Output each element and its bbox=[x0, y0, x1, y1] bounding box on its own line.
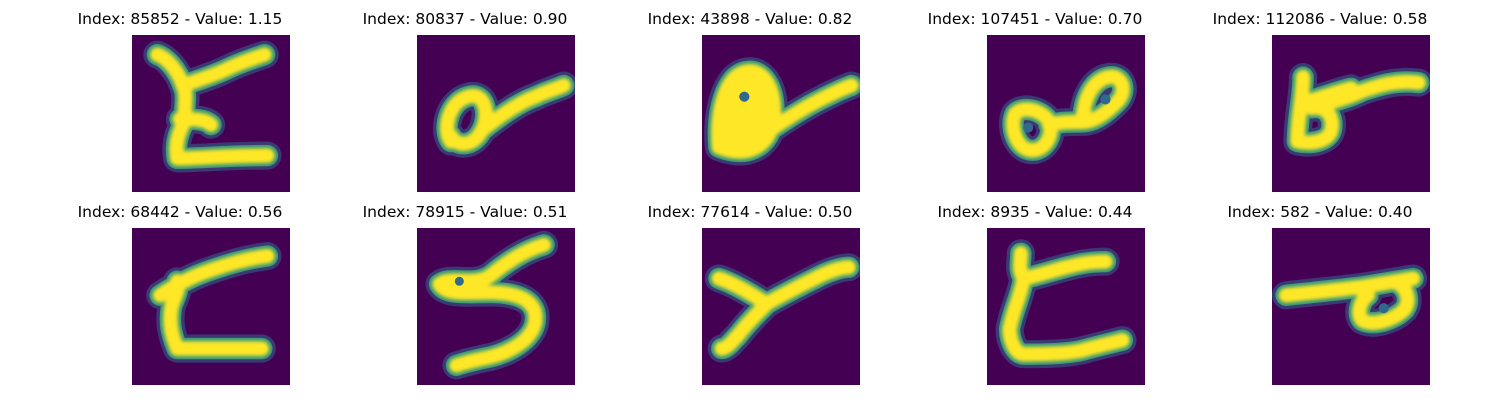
digit-image bbox=[1272, 35, 1430, 192]
panel-title: Index: 43898 - Value: 0.82 bbox=[647, 10, 853, 28]
digit-image bbox=[1272, 228, 1430, 385]
panel-title: Index: 78915 - Value: 0.51 bbox=[362, 203, 568, 221]
digit-image bbox=[417, 35, 575, 192]
panel-title: Index: 77614 - Value: 0.50 bbox=[647, 203, 853, 221]
digit-image bbox=[132, 228, 290, 385]
digit-image bbox=[987, 228, 1145, 385]
panel-7: Index: 78915 - Value: 0.51 bbox=[315, 193, 615, 386]
panel-4: Index: 107451 - Value: 0.70 bbox=[885, 0, 1185, 193]
panel-1: Index: 85852 - Value: 1.15 bbox=[30, 0, 330, 193]
panel-title: Index: 68442 - Value: 0.56 bbox=[77, 203, 283, 221]
panel-title: Index: 80837 - Value: 0.90 bbox=[362, 10, 568, 28]
panel-title: Index: 85852 - Value: 1.15 bbox=[77, 10, 283, 28]
panel-6: Index: 68442 - Value: 0.56 bbox=[30, 193, 330, 386]
digit-image bbox=[417, 228, 575, 385]
panel-title: Index: 582 - Value: 0.40 bbox=[1227, 203, 1413, 221]
panel-title: Index: 112086 - Value: 0.58 bbox=[1212, 10, 1428, 28]
digit-image bbox=[702, 228, 860, 385]
panel-title: Index: 107451 - Value: 0.70 bbox=[927, 10, 1143, 28]
panel-8: Index: 77614 - Value: 0.50 bbox=[600, 193, 900, 386]
digit-image bbox=[987, 35, 1145, 192]
panel-10: Index: 582 - Value: 0.40 bbox=[1170, 193, 1470, 386]
panel-9: Index: 8935 - Value: 0.44 bbox=[885, 193, 1185, 386]
panel-3: Index: 43898 - Value: 0.82 bbox=[600, 0, 900, 193]
digit-image bbox=[702, 35, 860, 192]
panel-title: Index: 8935 - Value: 0.44 bbox=[937, 203, 1133, 221]
panel-5: Index: 112086 - Value: 0.58 bbox=[1170, 0, 1470, 193]
panel-2: Index: 80837 - Value: 0.90 bbox=[315, 0, 615, 193]
digit-image bbox=[132, 35, 290, 192]
